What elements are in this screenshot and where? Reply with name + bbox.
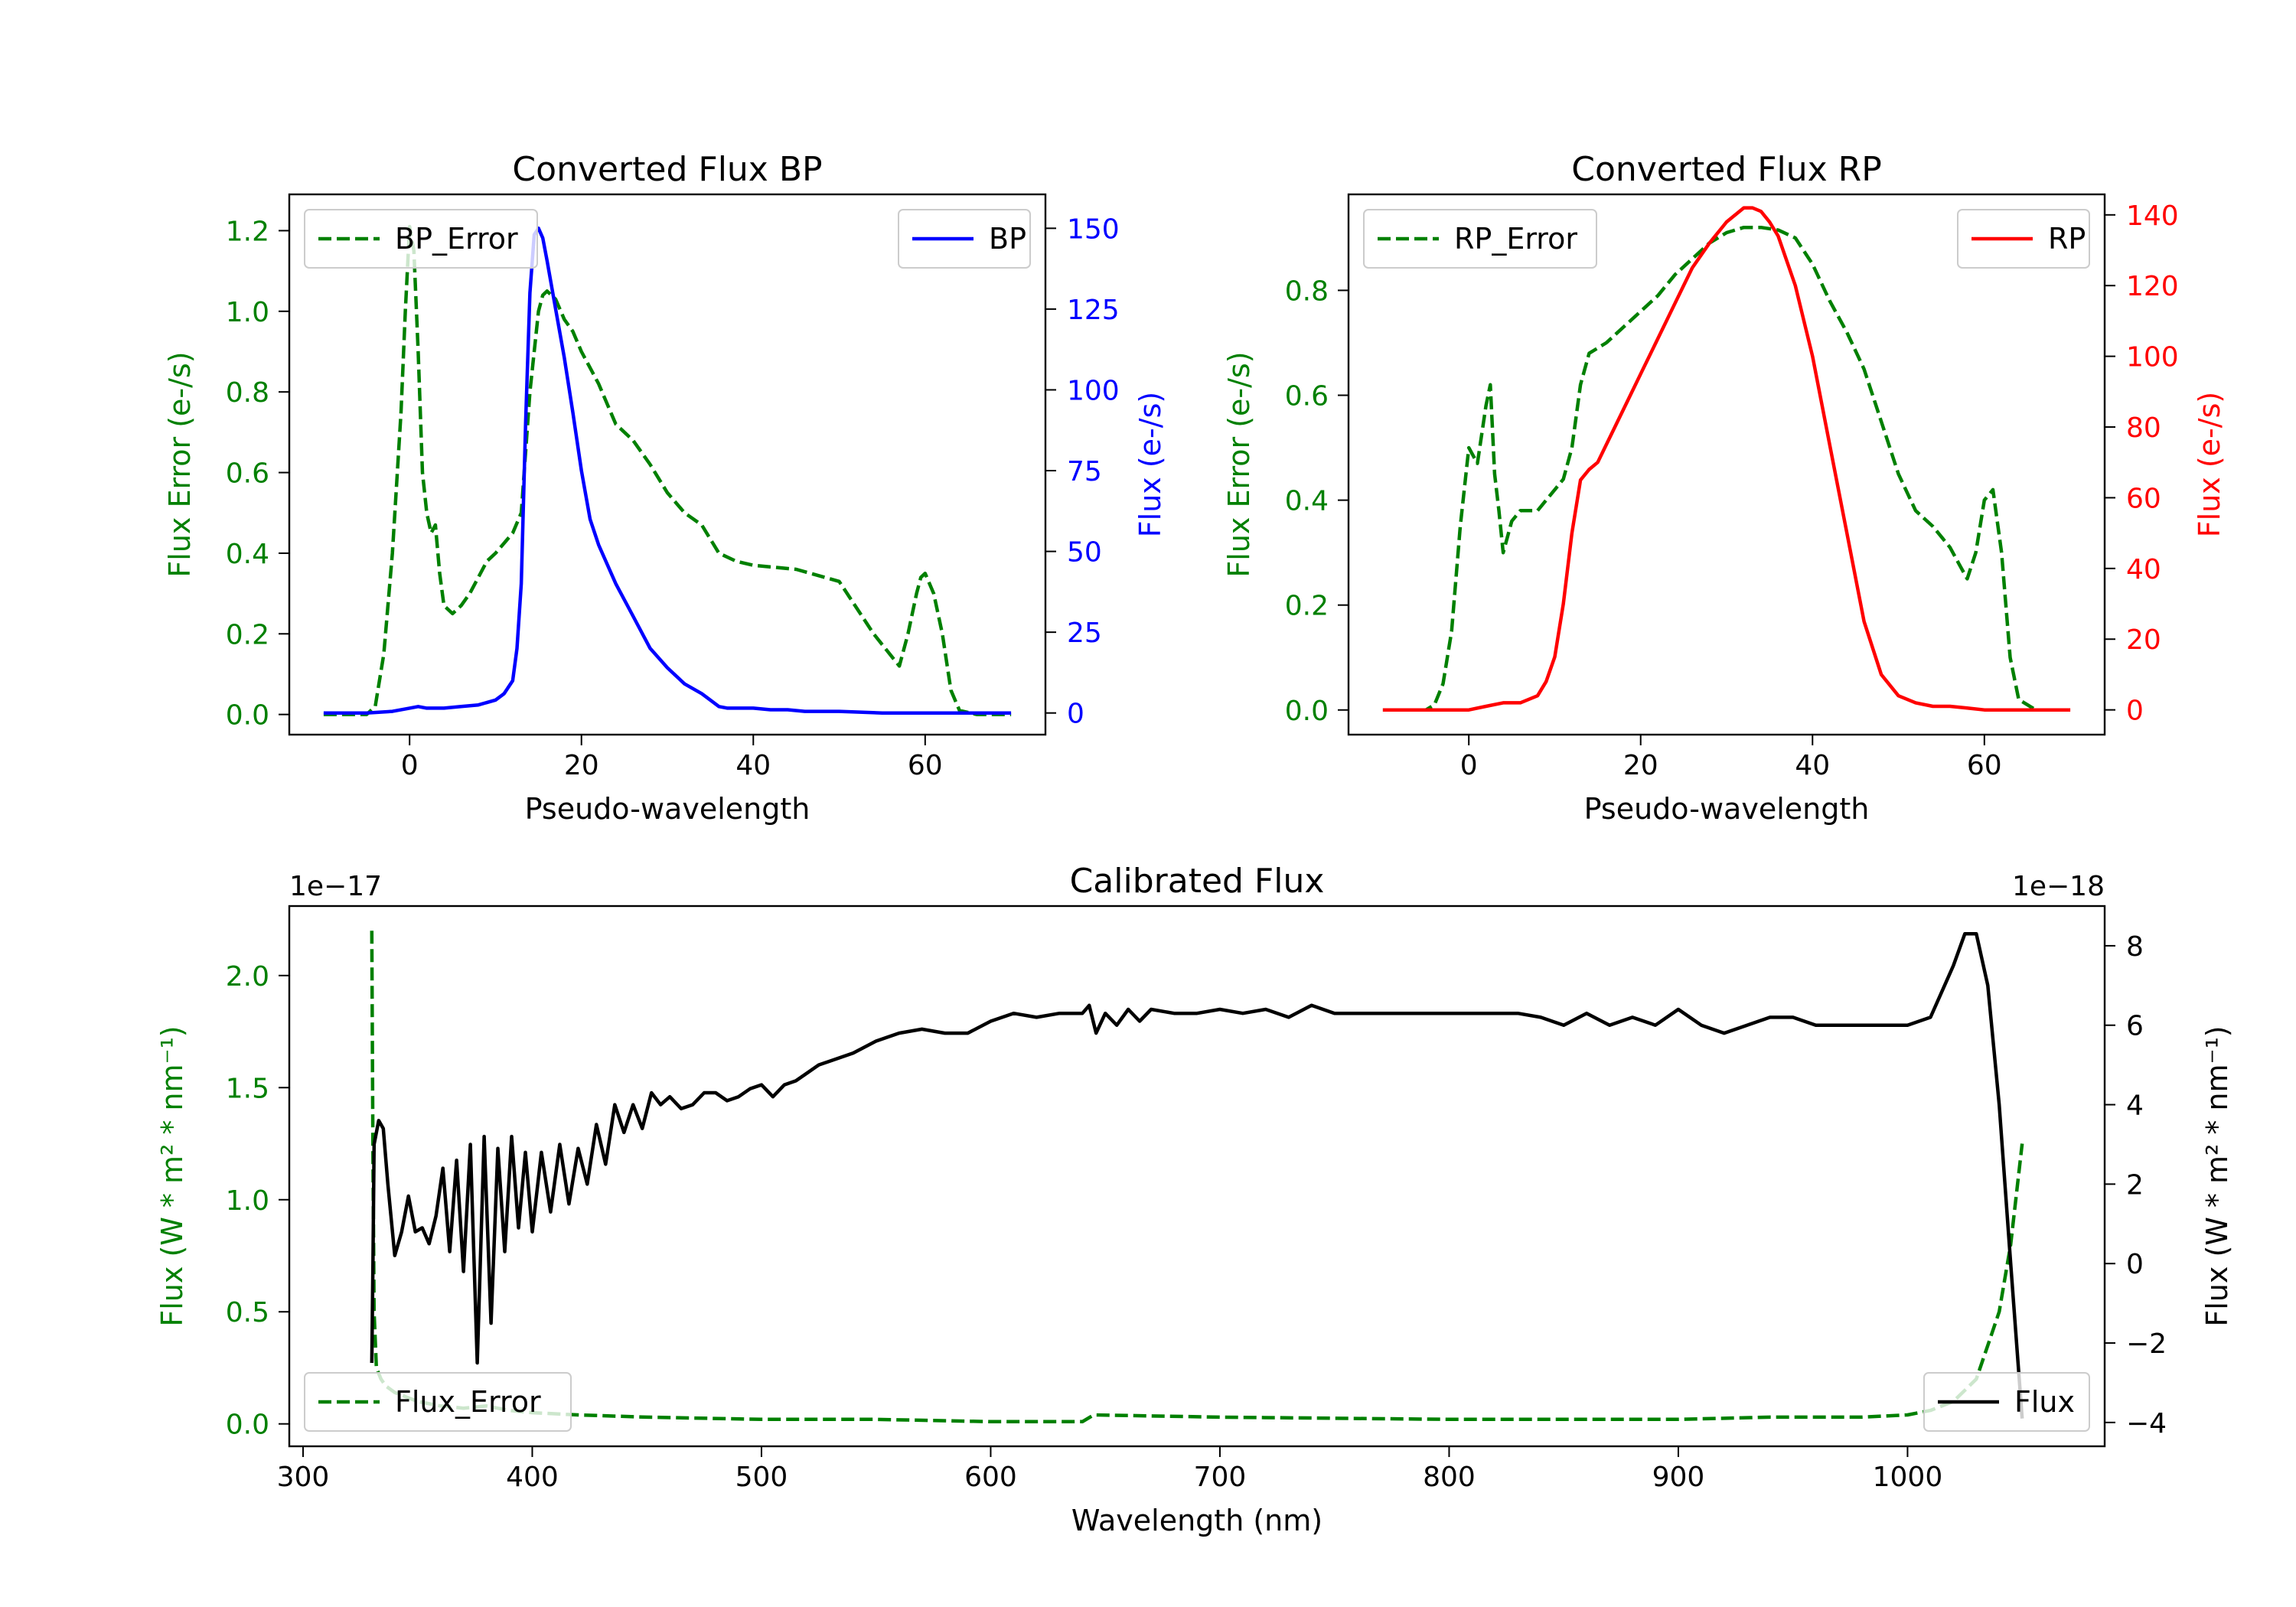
- legend-box: [304, 209, 538, 269]
- y-left-tick-label: 0.8: [1285, 275, 1329, 307]
- series-line-bp-error: [323, 224, 1012, 716]
- y-left-tick-label: 1.0: [226, 1185, 269, 1217]
- y-left-tick-label: 1.0: [226, 297, 269, 328]
- x-tick-label: 300: [277, 1462, 330, 1493]
- y-left-tick-label: 1.2: [226, 216, 269, 247]
- chart-title: Converted Flux RP: [1571, 150, 1882, 189]
- x-tick-label: 700: [1194, 1462, 1247, 1493]
- y-left-tick-label: 0.8: [226, 377, 269, 409]
- rp-panel: Converted Flux RP 0 20 40 60 0.0 0.2 0.4 0.6 0.8 0…: [1222, 150, 2226, 826]
- y-right-tick-label: 6: [2126, 1011, 2144, 1042]
- y-right-axis-label: Flux (e-/s): [2193, 392, 2226, 537]
- y-left-tick-label: 0.4: [226, 539, 269, 570]
- legend-label: RP: [2048, 222, 2086, 256]
- x-tick-label: 20: [1623, 750, 1658, 781]
- y-left-axis-label: Flux (W * m² * nm⁻¹): [155, 1025, 189, 1326]
- y-right-tick-label: −4: [2126, 1408, 2167, 1439]
- x-tick-label: 600: [964, 1462, 1017, 1493]
- x-tick-label: 20: [564, 750, 599, 781]
- y-right-tick-label: 0: [2126, 696, 2144, 727]
- y-left-offset-text: 1e−17: [289, 871, 382, 902]
- y-right-tick-label: 40: [2126, 554, 2161, 585]
- x-tick-label: 40: [1795, 750, 1830, 781]
- chart-title: Converted Flux BP: [512, 150, 822, 189]
- series-line-flux: [370, 932, 2024, 1419]
- y-right-tick-label: 80: [2126, 412, 2161, 444]
- y-right-tick-label: 100: [1067, 375, 1120, 406]
- legend-label: Flux_Error: [395, 1385, 541, 1419]
- series-line-rp: [1382, 206, 2071, 712]
- legend-label: RP_Error: [1454, 222, 1577, 256]
- x-tick-label: 500: [735, 1462, 788, 1493]
- x-tick-label: 900: [1652, 1462, 1705, 1493]
- chart-title: Calibrated Flux: [1070, 862, 1325, 901]
- y-right-tick-label: 150: [1067, 214, 1120, 245]
- y-right-tick-label: 75: [1067, 456, 1102, 487]
- series-line-rp-error: [1382, 225, 2071, 712]
- y-left-tick-label: 0.6: [226, 458, 269, 490]
- y-left-tick-label: 2.0: [226, 961, 269, 993]
- y-right-tick-label: 60: [2126, 483, 2161, 514]
- bp-panel: Converted Flux BP 0 20 40 60 0.0 0.2 0.4 0.6 0.8 1…: [163, 150, 1167, 826]
- y-right-tick-label: 20: [2126, 624, 2161, 656]
- plot-frame: [288, 193, 1047, 736]
- legend-label: BP_Error: [395, 222, 518, 256]
- x-tick-label: 0: [401, 750, 419, 781]
- x-tick-label: 1000: [1873, 1462, 1943, 1493]
- y-right-tick-label: 25: [1067, 618, 1102, 649]
- y-right-axis-label: Flux (e-/s): [1133, 392, 1167, 537]
- x-tick-label: 0: [1460, 750, 1478, 781]
- x-tick-label: 60: [1967, 750, 2002, 781]
- y-left-tick-label: 0.0: [1285, 696, 1329, 727]
- x-tick-label: 800: [1423, 1462, 1476, 1493]
- y-right-tick-label: 50: [1067, 537, 1102, 569]
- y-right-tick-label: 120: [2126, 271, 2179, 302]
- legend-bp-error: BP_Error: [304, 209, 538, 269]
- y-right-offset-text: 1e−18: [2012, 871, 2105, 902]
- x-tick-label: 40: [735, 750, 771, 781]
- x-axis-label: Pseudo-wavelength: [1584, 792, 1870, 826]
- series-line-bp: [323, 227, 1012, 715]
- plot-frame: [1347, 193, 2106, 736]
- y-left-axis-label: Flux Error (e-/s): [163, 351, 197, 577]
- x-tick-label: 400: [506, 1462, 559, 1493]
- plot-frame: [288, 905, 2106, 1448]
- legend-box: [304, 1372, 572, 1432]
- y-left-tick-label: 0.2: [1285, 591, 1329, 622]
- y-right-tick-label: 4: [2126, 1090, 2144, 1122]
- legend-rp: RP: [1957, 209, 2090, 269]
- legend-box: [1363, 209, 1597, 269]
- calibrated-flux-panel: Calibrated Flux 300 400 500 600 700 800 900 1000…: [155, 862, 2234, 1537]
- y-right-tick-label: −2: [2126, 1328, 2167, 1360]
- y-right-tick-label: 125: [1067, 295, 1120, 326]
- y-right-tick-label: 0: [2126, 1249, 2144, 1280]
- y-left-tick-label: 0.6: [1285, 381, 1329, 412]
- y-right-axis-label: Flux (W * m² * nm⁻¹): [2200, 1025, 2234, 1326]
- y-left-tick-label: 0.5: [226, 1297, 269, 1328]
- y-left-tick-label: 0.4: [1285, 486, 1329, 517]
- legend-rp-error: RP_Error: [1363, 209, 1597, 269]
- legend-flux: Flux: [1923, 1372, 2090, 1432]
- legend-bp: BP: [898, 209, 1031, 269]
- legend-box: [1923, 1372, 2090, 1432]
- y-left-tick-label: 1.5: [226, 1073, 269, 1104]
- y-right-tick-label: 140: [2126, 200, 2179, 232]
- y-right-tick-label: 100: [2126, 342, 2179, 373]
- legend-flux-error: Flux_Error: [304, 1372, 572, 1432]
- x-axis-label: Pseudo-wavelength: [525, 792, 810, 826]
- legend-label: BP: [989, 222, 1026, 256]
- y-left-tick-label: 0.0: [226, 1410, 269, 1441]
- x-axis-label: Wavelength (nm): [1071, 1504, 1322, 1537]
- y-left-tick-label: 0.2: [226, 619, 269, 650]
- legend-label: Flux: [2014, 1385, 2075, 1419]
- y-right-tick-label: 0: [1067, 699, 1084, 730]
- y-right-tick-label: 8: [2126, 931, 2144, 963]
- y-left-tick-label: 0.0: [226, 700, 269, 732]
- y-right-tick-label: 2: [2126, 1169, 2144, 1201]
- x-tick-label: 60: [908, 750, 943, 781]
- y-left-axis-label: Flux Error (e-/s): [1222, 351, 1256, 577]
